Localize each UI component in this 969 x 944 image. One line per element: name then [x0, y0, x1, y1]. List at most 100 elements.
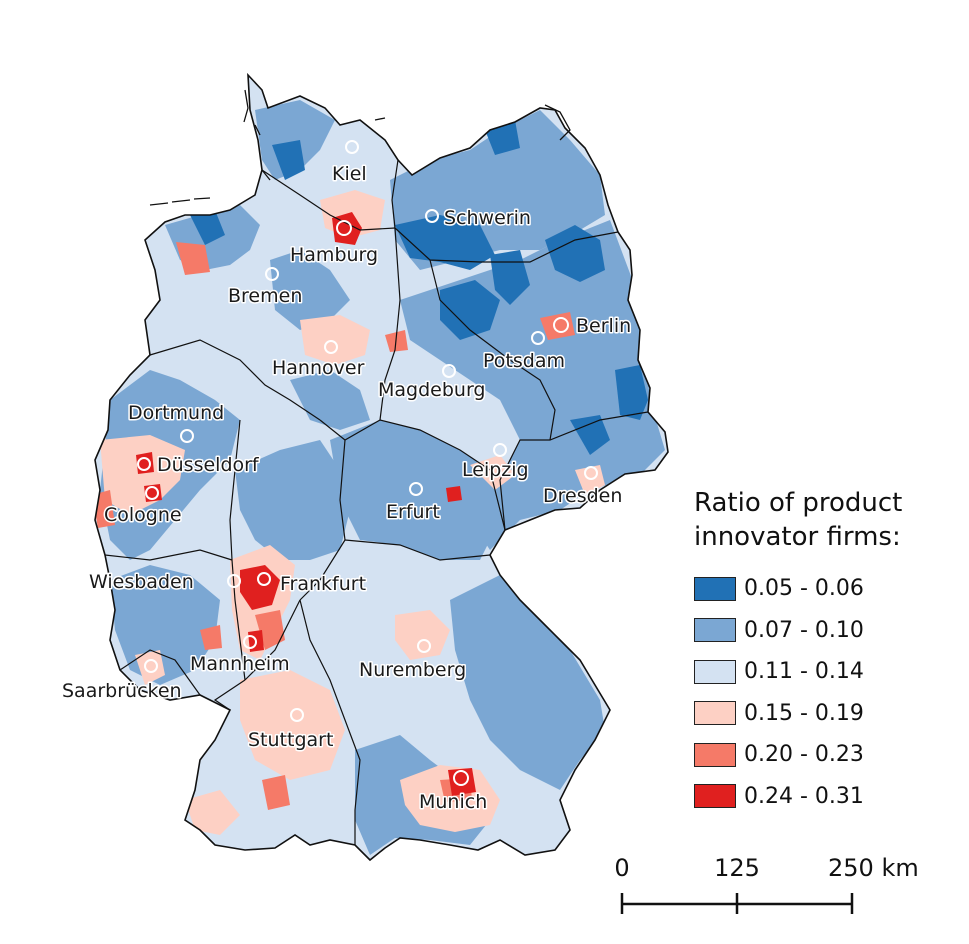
city-label: Bremen: [228, 285, 302, 307]
legend-label: 0.15 - 0.19: [744, 700, 864, 726]
legend-swatch: [694, 659, 736, 684]
city-label: Mannheim: [190, 653, 290, 675]
legend-swatch: [694, 576, 736, 601]
region-med-coast: [145, 212, 162, 226]
city-marker: [144, 659, 158, 673]
city-marker: [584, 466, 598, 480]
city-cologne: Cologne: [103, 486, 183, 528]
region-med-main: [200, 625, 222, 650]
city-marker: [425, 209, 439, 223]
border-he-th: [339, 439, 346, 541]
legend-item: 0.11 - 0.14: [694, 651, 964, 693]
city-label: Erfurt: [386, 501, 440, 523]
border-th-sn: [499, 411, 649, 531]
city-label: Dresden: [543, 485, 622, 507]
region-light-saar: [135, 650, 165, 685]
city-hamburg: Hamburg: [289, 220, 380, 268]
island-sylt: [243, 89, 249, 123]
city-label: Dortmund: [128, 402, 224, 424]
city-marker: [409, 482, 423, 496]
city-label: Potsdam: [483, 350, 565, 372]
city-label: Saarbrücken: [62, 680, 182, 702]
city-label: Stuttgart: [248, 729, 333, 751]
city-label: Hannover: [272, 357, 365, 379]
city-erfurt: Erfurt: [385, 482, 441, 525]
islands: [149, 89, 571, 206]
city-label: Wiesbaden: [89, 571, 194, 593]
region-dark-mecklenburg: [395, 215, 495, 270]
city-mannheim: Mannheim: [189, 635, 291, 677]
scale-label-250: 250 km: [828, 854, 919, 882]
city-label: Berlin: [576, 315, 631, 337]
legend-swatch: [694, 701, 736, 726]
city-dortmund: Dortmund: [127, 401, 226, 443]
island-rugen: [544, 104, 571, 141]
city-marker: [243, 635, 257, 649]
region-light-rhineland: [100, 435, 185, 515]
region-med-bw: [262, 775, 290, 810]
city-schwerin: Schwerin: [425, 206, 532, 231]
legend-label: 0.11 - 0.14: [744, 659, 864, 685]
border-th-by: [344, 539, 491, 561]
city-frankfurt: Frankfurt: [257, 572, 368, 597]
border-mv-bb: [394, 227, 619, 263]
city-nuremberg: Nuremberg: [358, 639, 468, 683]
city-label: Düsseldorf: [157, 454, 260, 476]
city-label: Cologne: [104, 504, 182, 526]
island-halligen: [261, 169, 271, 181]
region-dark-north: [272, 140, 305, 180]
city-marker: [453, 770, 469, 786]
legend-swatch: [694, 618, 736, 643]
legend-label: 0.24 - 0.31: [744, 783, 864, 809]
city-wiesbaden: Wiesbaden: [88, 570, 241, 595]
legend-title-line-1: Ratio of product: [694, 488, 903, 518]
city-saarbrucken: Saarbrücken: [61, 659, 183, 704]
city-dusseldorf: Düsseldorf: [137, 453, 261, 478]
region-hesse: [235, 440, 350, 560]
region-hesse-north: [290, 370, 370, 430]
border-nw-rp: [104, 549, 233, 561]
legend-item: 0.07 - 0.10: [694, 610, 964, 652]
legend-item: 0.20 - 0.23: [694, 734, 964, 776]
city-marker: [493, 443, 507, 457]
region-dark-prignitz: [490, 250, 530, 305]
region-light-hannover: [300, 315, 370, 365]
legend-label: 0.05 - 0.06: [744, 576, 864, 602]
city-magdeburg: Magdeburg: [377, 364, 487, 403]
city-dresden: Dresden: [542, 466, 624, 509]
city-bremen: Bremen: [227, 267, 304, 309]
legend-item: 0.05 - 0.06: [694, 568, 964, 610]
legend-item: 0.24 - 0.31: [694, 776, 964, 818]
legend-title: Ratio of product innovator firms:: [694, 486, 964, 554]
region-dark-lusatia: [570, 415, 610, 455]
legend-item: 0.15 - 0.19: [694, 693, 964, 735]
island-amrum: [254, 124, 261, 136]
city-label: Frankfurt: [280, 573, 366, 595]
region-top-jena: [446, 486, 462, 502]
city-layer: Kiel Hamburg Schwerin Bremen Berlin Pots…: [61, 140, 633, 815]
region-light-nuremberg: [395, 610, 450, 660]
city-hannover: Hannover: [271, 340, 366, 381]
border-rp-sl: [119, 649, 201, 696]
city-kiel: Kiel: [331, 140, 368, 187]
city-marker: [531, 331, 545, 345]
region-lower-saxony: [270, 250, 350, 330]
state-borders: [104, 139, 649, 845]
city-marker: [290, 708, 304, 722]
city-marker: [417, 639, 431, 653]
city-marker: [442, 364, 456, 378]
city-label: Nuremberg: [359, 659, 466, 681]
region-central: [330, 420, 500, 560]
legend-swatch: [694, 784, 736, 809]
city-label: Schwerin: [444, 207, 531, 229]
region-med-ostfriesland: [176, 242, 210, 275]
city-label: Hamburg: [290, 244, 378, 266]
region-bavaria-east: [450, 575, 605, 790]
city-marker: [345, 140, 359, 154]
island-fehmarn: [374, 117, 386, 121]
class-1-regions: [190, 120, 648, 455]
city-marker: [137, 457, 151, 471]
region-dark-altmark: [440, 280, 500, 340]
